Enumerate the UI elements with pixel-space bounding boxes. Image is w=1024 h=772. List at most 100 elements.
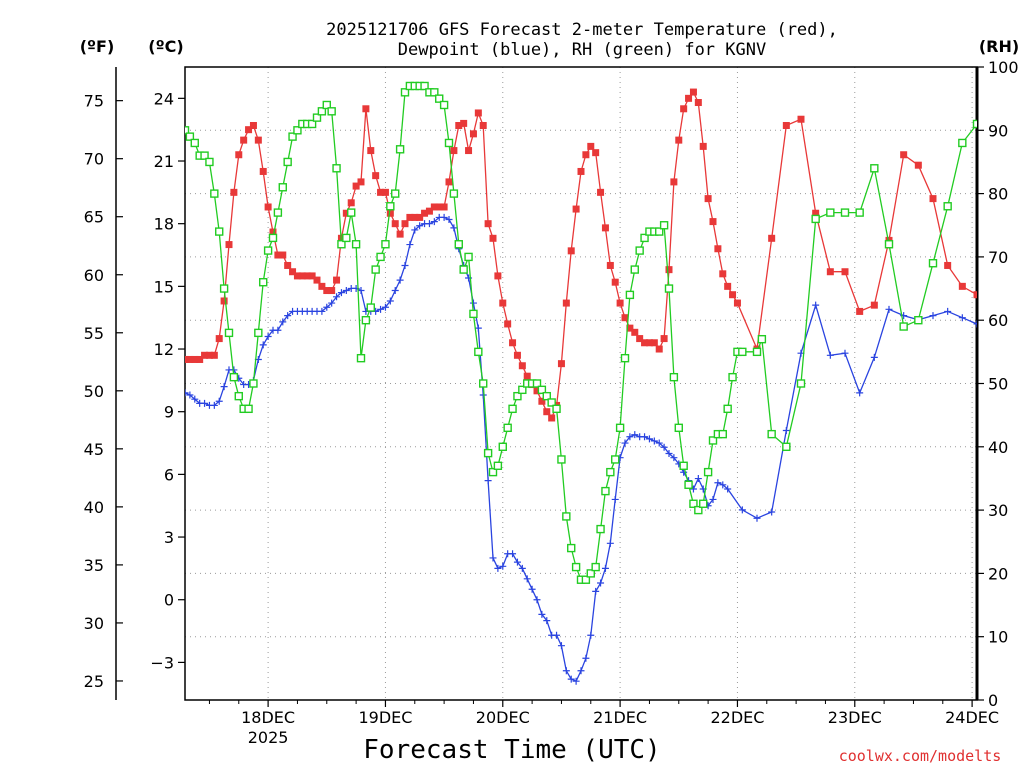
rh-point	[680, 462, 687, 469]
x-tick-label: 23DEC	[828, 708, 882, 727]
rh-point	[475, 348, 482, 355]
temperature-point	[798, 116, 805, 123]
rh-point	[499, 443, 506, 450]
temperature-point	[504, 320, 511, 327]
rh-point	[465, 253, 472, 260]
temperature-point	[988, 297, 995, 304]
temperature-point	[602, 224, 609, 231]
temperature-point	[475, 109, 482, 116]
rh-point	[235, 393, 242, 400]
dewpoint-point	[558, 642, 565, 649]
temperature-point	[1018, 89, 1024, 96]
x-tick-label: 18DEC	[241, 708, 295, 727]
temperature-point	[597, 189, 604, 196]
dewpoint-point	[783, 427, 790, 434]
temperature-point	[519, 362, 526, 369]
temperature-point	[402, 220, 409, 227]
rh-point	[387, 203, 394, 210]
rh-point	[211, 190, 218, 197]
temperature-point	[226, 241, 233, 248]
temperature-point	[734, 300, 741, 307]
temperature-point	[617, 300, 624, 307]
dewpoint-point	[695, 475, 702, 482]
dewpoint-point	[553, 632, 560, 639]
temperature-point	[240, 137, 247, 144]
rh-point	[358, 355, 365, 362]
temperature-point	[631, 329, 638, 336]
dewpoint-point	[509, 550, 516, 557]
temperature-point	[607, 262, 614, 269]
series-2-meter-temperature	[182, 89, 1024, 422]
dewpoint-point	[768, 508, 775, 515]
fahrenheit-tick-label: 55	[84, 324, 104, 343]
temperature-point	[450, 147, 457, 154]
temperature-point	[494, 272, 501, 279]
rh-point	[270, 234, 277, 241]
rh-point	[553, 405, 560, 412]
dewpoint-point	[886, 306, 893, 313]
temperature-point	[680, 105, 687, 112]
rh-point	[265, 247, 272, 254]
dewpoint-point	[406, 241, 413, 248]
temperature-point	[284, 262, 291, 269]
temperature-point	[548, 414, 555, 421]
fahrenheit-tick-label: 40	[84, 498, 104, 517]
dewpoint-point	[490, 554, 497, 561]
temperature-point	[255, 137, 262, 144]
temperature-point	[397, 231, 404, 238]
temperature-point	[211, 352, 218, 359]
rh-unit-label: (RH)	[979, 37, 1019, 56]
rh-point	[959, 139, 966, 146]
dewpoint-point	[587, 632, 594, 639]
rh-tick-label: 20	[988, 564, 1008, 583]
rh-tick-label: 30	[988, 501, 1008, 520]
rh-point	[455, 241, 462, 248]
temperature-point	[573, 206, 580, 213]
rh-point	[470, 310, 477, 317]
rh-tick-label: 80	[988, 185, 1008, 204]
temperature-point	[490, 235, 497, 242]
rh-point	[494, 462, 501, 469]
rh-point	[377, 253, 384, 260]
rh-point	[397, 146, 404, 153]
dewpoint-point	[563, 667, 570, 674]
x-tick-sublabel: 2025	[248, 728, 289, 747]
temperature-point	[230, 189, 237, 196]
dewpoint-point	[930, 312, 937, 319]
temperature-point	[460, 120, 467, 127]
dewpoint-point	[856, 389, 863, 396]
rh-point	[886, 241, 893, 248]
x-tick-label: 22DEC	[710, 708, 764, 727]
series-line	[185, 217, 1021, 681]
temperature-point	[446, 178, 453, 185]
rh-point	[705, 469, 712, 476]
dewpoint-point	[524, 575, 531, 582]
temperature-point	[656, 346, 663, 353]
temperature-point	[612, 279, 619, 286]
celsius-tick-label: −3	[150, 653, 174, 672]
fahrenheit-tick-label: 60	[84, 266, 104, 285]
temperature-point	[587, 143, 594, 150]
temperature-point	[372, 172, 379, 179]
rh-point	[274, 209, 281, 216]
rh-point	[382, 241, 389, 248]
temperature-point	[235, 151, 242, 158]
rh-point	[602, 488, 609, 495]
temperature-point	[362, 105, 369, 112]
temperature-point	[842, 268, 849, 275]
series-line	[185, 86, 1021, 580]
rh-point	[758, 336, 765, 343]
rh-point	[988, 114, 995, 121]
rh-point	[631, 266, 638, 273]
rh-point	[563, 513, 570, 520]
rh-point	[930, 260, 937, 267]
fahrenheit-tick-label: 30	[84, 614, 104, 633]
temperature-point	[729, 291, 736, 298]
temperature-point	[392, 220, 399, 227]
temperature-point	[959, 283, 966, 290]
credit-text[interactable]: coolwx.com/modelts	[839, 747, 1002, 765]
dewpoint-point	[578, 667, 585, 674]
dewpoint-point	[274, 327, 281, 334]
rh-point	[367, 304, 374, 311]
